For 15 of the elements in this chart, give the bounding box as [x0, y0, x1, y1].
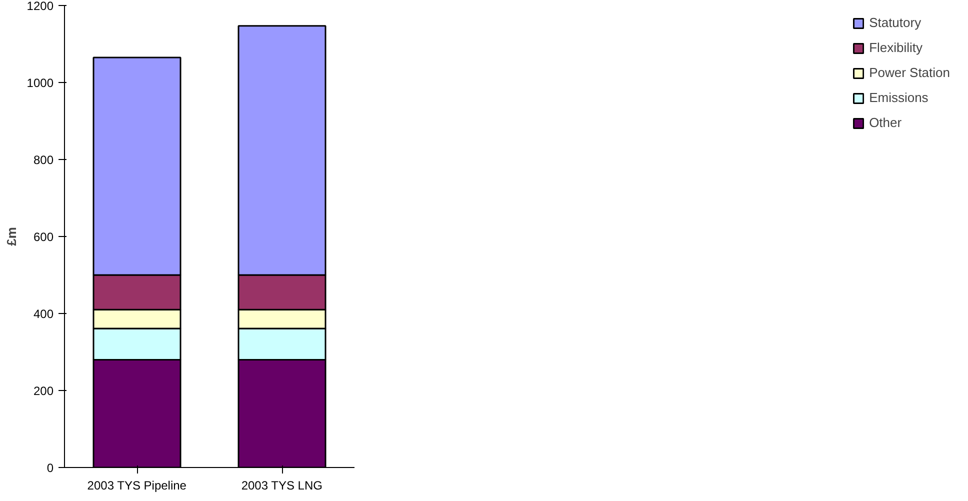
legend-label: Power Station — [869, 65, 950, 80]
y-tick-label: 200 — [33, 384, 54, 398]
y-tick-label: 0 — [46, 461, 54, 475]
y-tick-label: 1000 — [26, 76, 54, 90]
y-axis-title: £m — [4, 227, 19, 246]
y-tick-label: 600 — [33, 230, 54, 244]
legend-label: Other — [869, 115, 902, 130]
y-tick-label: 400 — [33, 307, 54, 321]
y-tick-label: 1200 — [26, 0, 54, 13]
legend-label: Flexibility — [869, 40, 923, 55]
y-tick-label: 800 — [33, 153, 54, 167]
legend-label: Statutory — [869, 15, 922, 30]
x-tick-label: 2003 TYS LNG — [241, 478, 322, 492]
x-tick-label: 2003 TYS Pipeline — [87, 478, 187, 492]
legend-label: Emissions — [869, 90, 928, 105]
